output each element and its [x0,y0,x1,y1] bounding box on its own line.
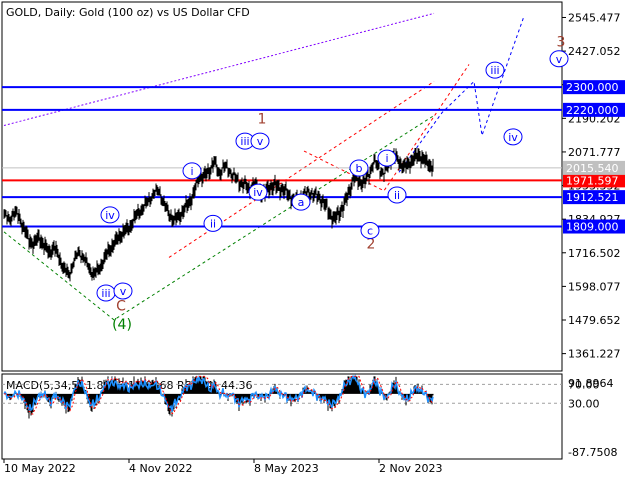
x-tick-label: 2 Nov 2023 [379,462,442,475]
wave-label-circle [203,214,223,232]
current-price-label: 2015.540 [566,162,619,175]
indicator-y-tick: 30.00 [568,397,600,410]
wave-label-circle [100,206,120,224]
indicator-plot-frame [1,373,563,460]
y-tick-label: 1598.077 [568,280,621,293]
level-label: 1912.521 [566,191,619,204]
wave-label-circle [291,193,311,211]
wave-label-circle [182,162,202,180]
wave-label-circle [248,183,268,201]
trend-line-3 [398,16,525,173]
y-tick-label: 1361.227 [568,348,621,361]
wave-label-circle [349,159,369,177]
wave-label: iv [508,131,518,144]
wave-label: iii [490,64,499,77]
indicator-chart: MACD(5,34,5) 1.8886 11.9068 RSI(14) 44.3… [2,374,617,459]
level-label-bg [563,102,625,117]
current-price-bg [563,160,625,175]
macd-signal-line [3,375,434,415]
level-label: 1971.597 [566,174,619,187]
y-tick-label: 2427.052 [568,45,621,58]
y-tick-label: 2545.477 [568,11,621,24]
wave-label: iii [240,135,249,148]
wave-label: a [298,196,305,209]
wave-label-circle [360,221,380,239]
wave-label-circle [387,186,407,204]
wave-label: v [556,53,563,66]
wave-label: iv [105,209,115,222]
indicator-y-tick: 91.8964 [568,377,614,390]
rsi-line [3,374,434,412]
wave-label: i [385,152,388,165]
wave-label-circle [503,128,523,146]
wave-label: 3 [557,35,566,51]
wave-label: b [356,162,363,175]
x-axis: 10 May 2022 4 Nov 2022 8 May 2023 2 Nov 202… [3,459,442,475]
wave-label-circle [250,132,270,150]
wave-label: C [116,299,126,315]
wave-label: iii [101,287,110,300]
level-label: 2300.000 [566,81,619,94]
y-tick-label: 1479.652 [568,314,621,327]
x-tick-label: 4 Nov 2022 [129,462,192,475]
indicator-y-tick: 70.00 [568,378,600,391]
level-label-bg [563,173,625,188]
y-tick-label: 1716.502 [568,247,621,260]
wave-label-circle [113,282,133,300]
wave-label: v [120,285,127,298]
level-label-bg [563,219,625,234]
wave-label: ii [394,189,400,202]
wave-label: 1 [258,111,267,127]
level-label-bg [563,80,625,95]
y-tick-label: 2071.777 [568,146,621,159]
main-price-chart: GOLD, Daily: Gold (100 oz) vs US Dollar … [2,6,625,361]
wave-label-circle [485,61,505,79]
wave-label: (4) [112,317,132,333]
wave-label: 2 [367,236,376,252]
wave-label-circle [377,149,397,167]
x-tick-label: 8 May 2023 [254,462,319,475]
wave-label: iv [253,186,263,199]
wave-label: ii [210,217,216,230]
indicator-y-tick: -87.7508 [568,446,617,459]
wave-label: v [257,135,264,148]
level-label: 1809.000 [566,221,619,234]
wave-label: c [367,224,373,237]
wave-label-circle [549,50,569,68]
wave-label: i [190,165,193,178]
chart-title: GOLD, Daily: Gold (100 oz) vs US Dollar … [6,6,250,19]
trend-line-0 [3,115,435,321]
level-label: 2220.000 [566,104,619,117]
x-tick-label: 10 May 2022 [4,462,76,475]
level-label-bg [563,190,625,205]
